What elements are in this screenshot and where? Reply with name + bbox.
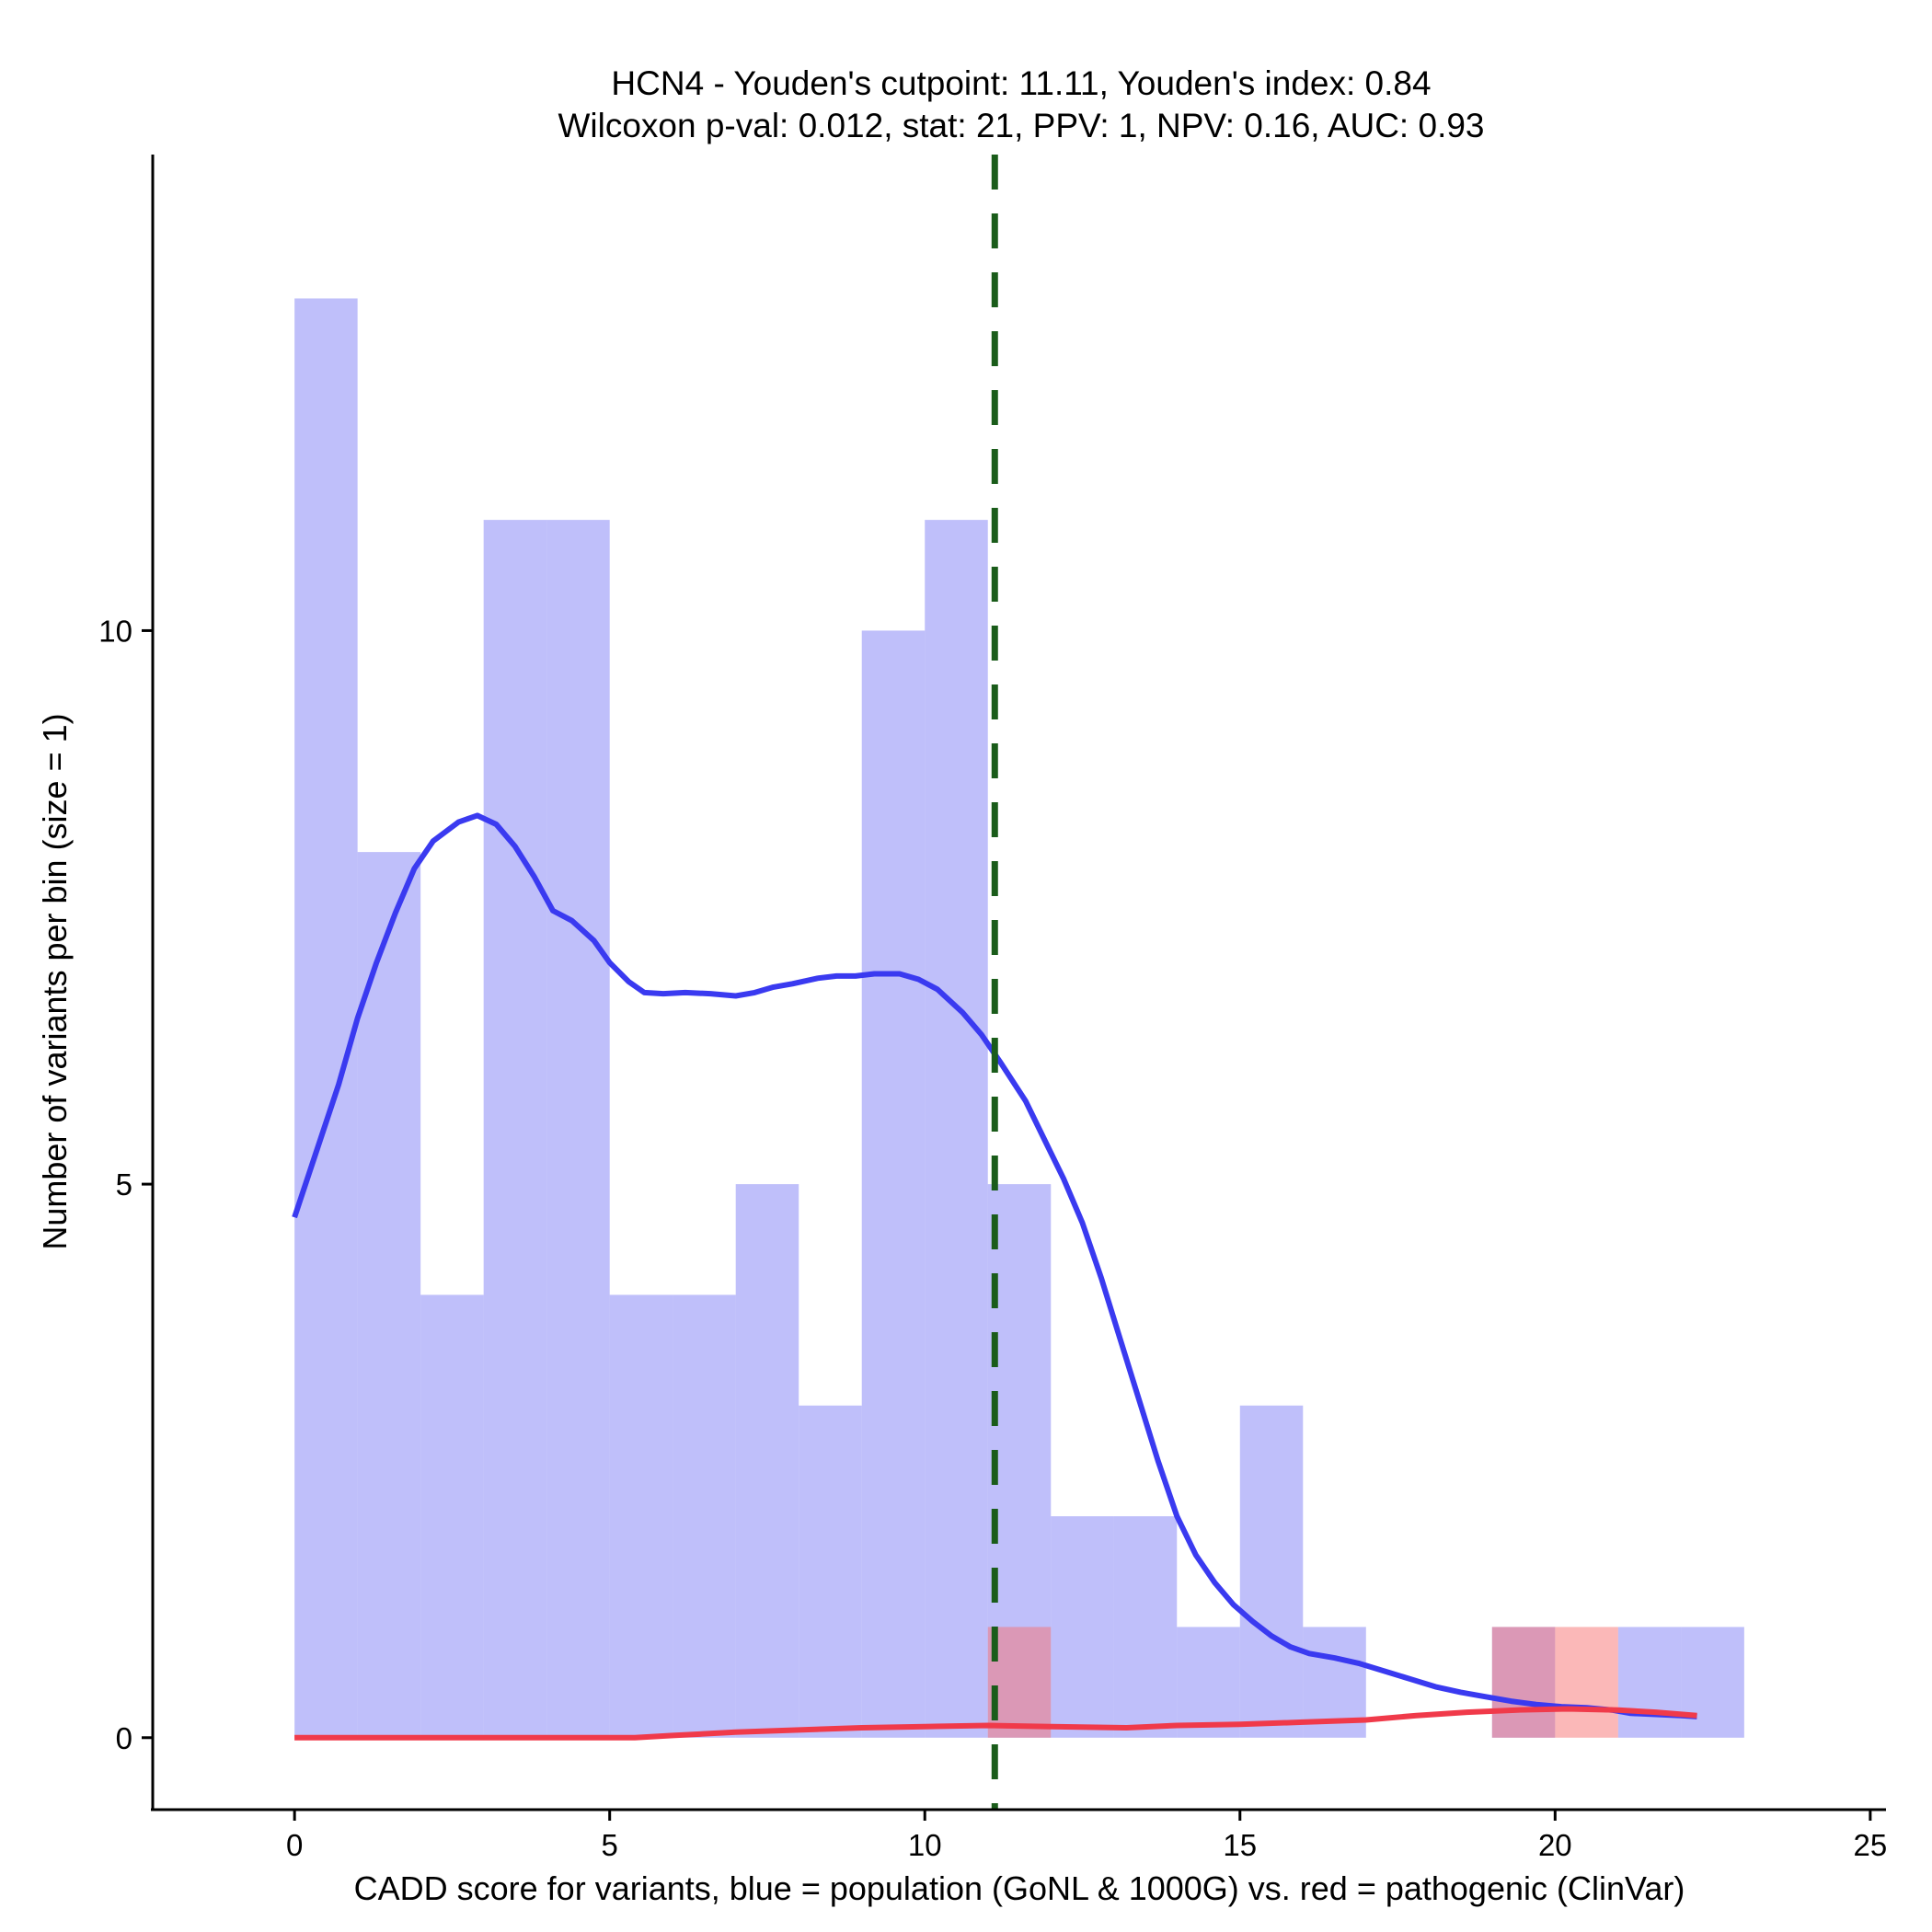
population-bar-2	[420, 1294, 484, 1738]
population-bar-5	[609, 1294, 673, 1738]
pathogenic-bar-20	[1555, 1627, 1618, 1738]
population-bar-21	[1617, 1627, 1682, 1738]
population-bar-13	[1113, 1516, 1178, 1738]
population-bar-3	[483, 520, 547, 1738]
population-bar-22	[1681, 1627, 1744, 1738]
x-tick-label-10: 10	[908, 1828, 942, 1862]
population-bar-12	[1051, 1516, 1114, 1738]
density-lines	[292, 812, 1697, 1741]
axes	[151, 155, 1886, 1811]
x-tick-label-0: 0	[286, 1828, 303, 1862]
population-bar-0	[294, 298, 358, 1738]
population-bar-10	[925, 520, 988, 1738]
y-tick-label-5: 5	[116, 1167, 132, 1202]
x-tick-label-25: 25	[1854, 1828, 1888, 1862]
pathogenic-density-line	[294, 1706, 1697, 1741]
population-bar-15	[1239, 1405, 1304, 1738]
chart-title-line-1: HCN4 - Youden's cutpoint: 11.11, Youden'…	[611, 64, 1431, 102]
pathogenic-bar-19	[1491, 1627, 1556, 1738]
population-bar-8	[799, 1405, 862, 1738]
population-bar-6	[673, 1294, 736, 1738]
population-bar-1	[357, 852, 421, 1738]
x-tick-label-20: 20	[1538, 1828, 1572, 1862]
x-tick-label-5: 5	[602, 1828, 618, 1862]
population-bar-7	[735, 1184, 799, 1738]
population-bar-14	[1177, 1627, 1240, 1738]
y-tick-label-0: 0	[116, 1721, 132, 1755]
histogram-bars	[294, 298, 1744, 1738]
pathogenic-bar-11	[987, 1627, 1052, 1738]
population-bar-9	[861, 630, 926, 1738]
population-density-line	[292, 812, 1697, 1719]
x-axis-label: CADD score for variants, blue = populati…	[354, 1869, 1685, 1907]
y-tick-label-10: 10	[98, 614, 132, 648]
x-tick-label-15: 15	[1223, 1828, 1257, 1862]
y-axis-label: Number of variants per bin (size = 1)	[36, 713, 74, 1249]
population-bar-4	[546, 520, 610, 1738]
ticks: 0 5 10 15 20 25 0 5 10	[98, 614, 1887, 1862]
chart-title-line-2: Wilcoxon p-val: 0.012, stat: 21, PPV: 1,…	[558, 107, 1484, 144]
